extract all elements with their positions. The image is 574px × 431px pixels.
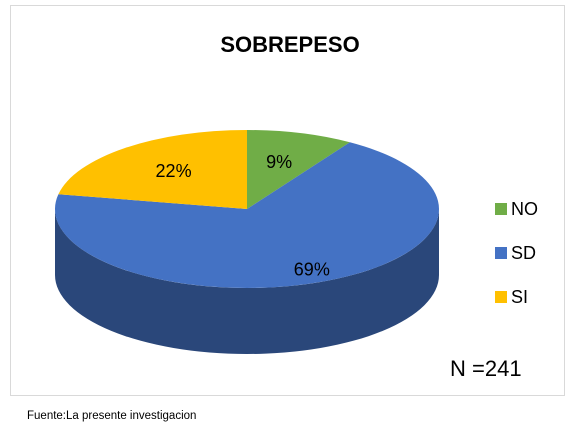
legend-swatch (495, 247, 507, 259)
legend-label: SI (511, 287, 528, 307)
legend-swatch (495, 291, 507, 303)
legend-label: NO (511, 199, 538, 219)
sample-size: N =241 (450, 356, 522, 381)
source-note: Fuente:La presente investigacion (27, 410, 196, 422)
data-label: 9% (266, 152, 292, 172)
legend: NO SD SI (495, 199, 538, 307)
pie-slice (54, 142, 439, 288)
legend-swatch (495, 203, 507, 215)
chart-title: SOBREPESO (220, 32, 359, 57)
pie-slice (247, 130, 350, 209)
data-label: 69% (294, 259, 330, 279)
legend-label: SD (511, 243, 536, 263)
pie-slice (58, 130, 247, 209)
pie: 9% 69% 22% (54, 130, 439, 354)
data-label: 22% (156, 161, 192, 181)
pie-slice-side (55, 209, 439, 354)
